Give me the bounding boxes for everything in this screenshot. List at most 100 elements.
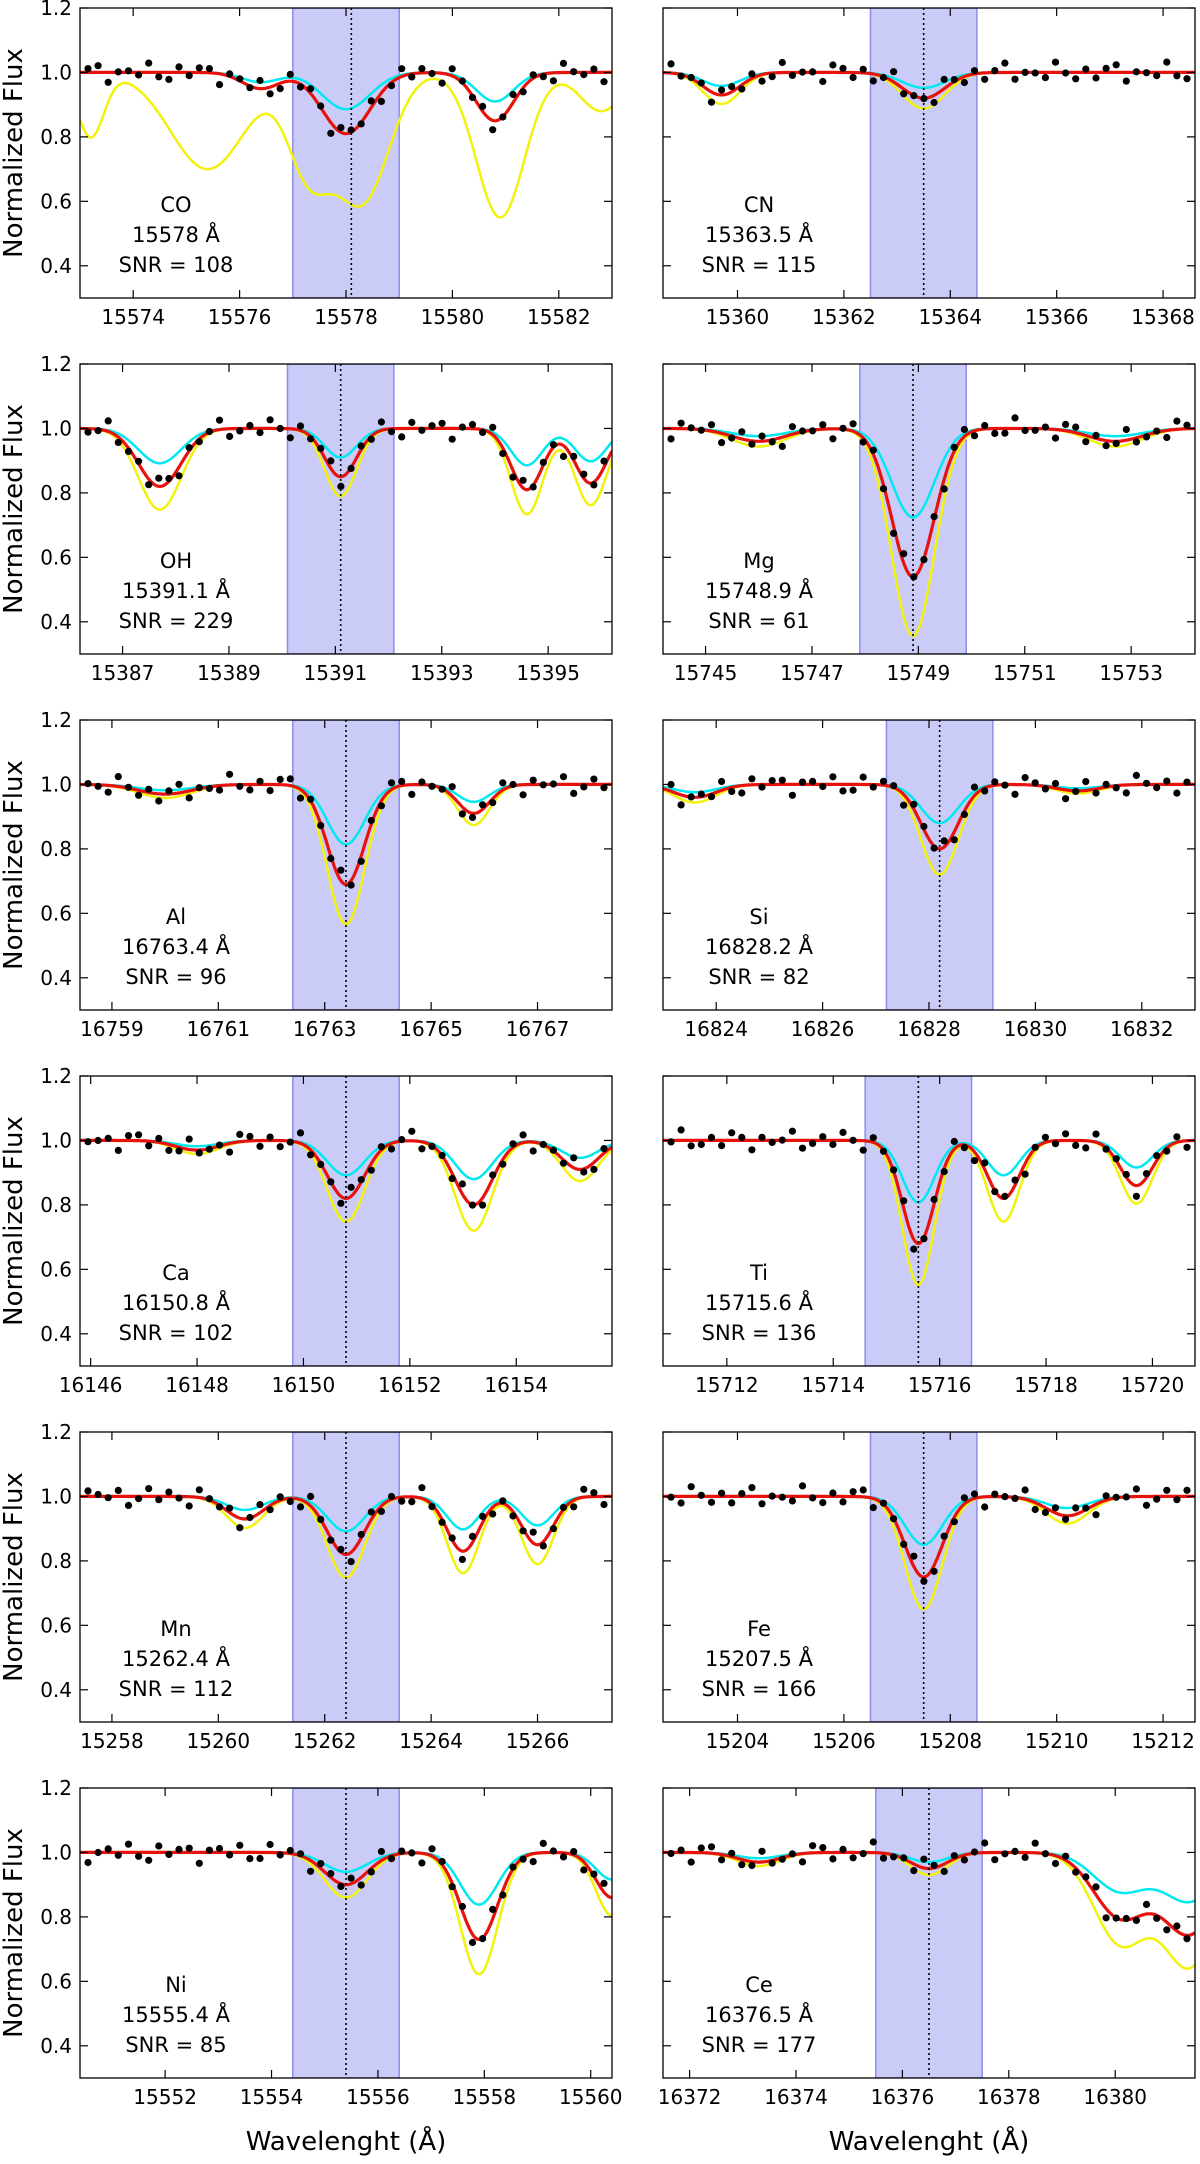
observed-point — [559, 1503, 568, 1512]
observed-point — [84, 65, 92, 73]
observed-point — [819, 1844, 827, 1852]
x-tick-label: 15360 — [706, 305, 770, 329]
observed-point — [246, 1855, 254, 1863]
x-tick-label: 15389 — [197, 661, 261, 685]
observed-point — [590, 1165, 598, 1173]
x-tick-label: 15366 — [1025, 305, 1089, 329]
element-label: Mg — [743, 549, 774, 573]
observed-point — [718, 777, 726, 786]
observed-point — [408, 418, 416, 426]
observed-point — [697, 426, 705, 434]
observed-point — [468, 813, 477, 822]
observed-point — [296, 1503, 305, 1511]
observed-point — [1051, 1140, 1060, 1148]
model-best-fit-line — [80, 1138, 612, 1207]
observed-point — [398, 65, 406, 73]
observed-point — [428, 69, 436, 78]
observed-point — [236, 1130, 244, 1138]
observed-point — [829, 773, 837, 781]
panel-al: 16759 16761 16763 16765 16767 0.4 0.6 0.8 1.0 1.2… — [0, 708, 613, 1041]
observed-point — [1001, 59, 1009, 67]
observed-point — [468, 420, 477, 429]
observed-point — [84, 1138, 92, 1146]
y-tick-label: 1.0 — [40, 1128, 72, 1152]
observed-point — [1001, 1192, 1009, 1200]
observed-point — [970, 1157, 979, 1165]
panel-mn: 15258 15260 15262 15264 15266 0.4 0.6 0.8 1.0 1.2… — [0, 1420, 613, 1753]
y-tick-label: 0.4 — [40, 254, 72, 278]
observed-point — [1072, 787, 1080, 796]
observed-point — [1001, 429, 1009, 437]
line-wavelength-label: 15262.4 Å — [122, 1645, 231, 1671]
observed-point — [890, 782, 898, 790]
observed-point — [1092, 1511, 1100, 1519]
observed-point — [246, 421, 254, 430]
panel-frame — [79, 1431, 613, 1723]
observed-point — [819, 1133, 827, 1141]
plot-area — [80, 364, 612, 654]
observed-point — [286, 1497, 294, 1506]
observed-point — [175, 1147, 183, 1155]
observed-point — [539, 1140, 547, 1149]
observed-point — [1031, 1839, 1039, 1847]
x-tick-label: 16824 — [684, 1017, 748, 1041]
observed-point — [570, 1503, 578, 1511]
observed-point — [879, 1147, 888, 1155]
observed-point — [104, 1845, 112, 1853]
observed-point — [307, 1867, 315, 1875]
observed-point — [1062, 69, 1070, 77]
observed-point — [145, 1142, 153, 1150]
observed-point — [1062, 1852, 1070, 1860]
panel-frame — [79, 1787, 613, 2079]
x-tick-label: 15212 — [1131, 1729, 1195, 1753]
observed-point — [499, 113, 507, 121]
observed-point — [1051, 58, 1060, 66]
observed-point — [155, 797, 163, 805]
observed-point — [549, 1847, 558, 1855]
observed-point — [981, 1503, 989, 1511]
observed-point — [114, 438, 122, 447]
observed-point — [1082, 1144, 1090, 1152]
observed-point — [337, 1199, 345, 1207]
observed-point — [165, 787, 173, 795]
observed-point — [519, 476, 527, 484]
panels-group: 15574 15576 15578 15580 15582 0.4 0.6 0.8 1.0 1.2… — [0, 0, 1196, 2109]
observed-point — [398, 1497, 406, 1505]
observed-point — [559, 59, 568, 67]
observed-point — [104, 1134, 112, 1142]
observed-point — [559, 773, 568, 781]
observed-point — [479, 1935, 487, 1943]
observed-point — [387, 1145, 396, 1153]
y-tick-label: 0.8 — [40, 481, 72, 505]
observed-point — [347, 464, 355, 472]
observed-point — [570, 1154, 578, 1162]
observed-point — [570, 68, 578, 76]
observed-point — [1072, 423, 1080, 431]
x-tick-label: 15387 — [91, 661, 155, 685]
observed-point — [1021, 68, 1029, 76]
observed-point — [1021, 426, 1029, 435]
x-axis-label-left: Wavelenght (Å) — [246, 2125, 447, 2157]
plot-area — [663, 1432, 1195, 1722]
observed-point — [337, 866, 345, 874]
observed-point — [1153, 784, 1161, 792]
observed-point — [920, 1855, 928, 1863]
observed-point — [529, 1528, 537, 1536]
observed-point — [286, 1846, 294, 1855]
observed-point — [758, 1500, 766, 1508]
observed-point — [697, 1140, 705, 1149]
observed-point — [539, 1839, 547, 1847]
x-tick-label: 15753 — [1099, 661, 1163, 685]
observed-point — [580, 1866, 588, 1874]
observed-point — [499, 1160, 507, 1168]
y-tick-label: 1.0 — [40, 60, 72, 84]
observed-point — [337, 124, 345, 132]
observed-point — [960, 1144, 969, 1152]
observed-point — [1031, 779, 1039, 787]
observed-point — [135, 71, 143, 79]
observed-point — [677, 419, 685, 427]
observed-point — [1041, 1508, 1049, 1517]
y-tick-label: 1.2 — [40, 1064, 72, 1088]
observed-point — [819, 77, 827, 86]
observed-point — [438, 419, 446, 427]
